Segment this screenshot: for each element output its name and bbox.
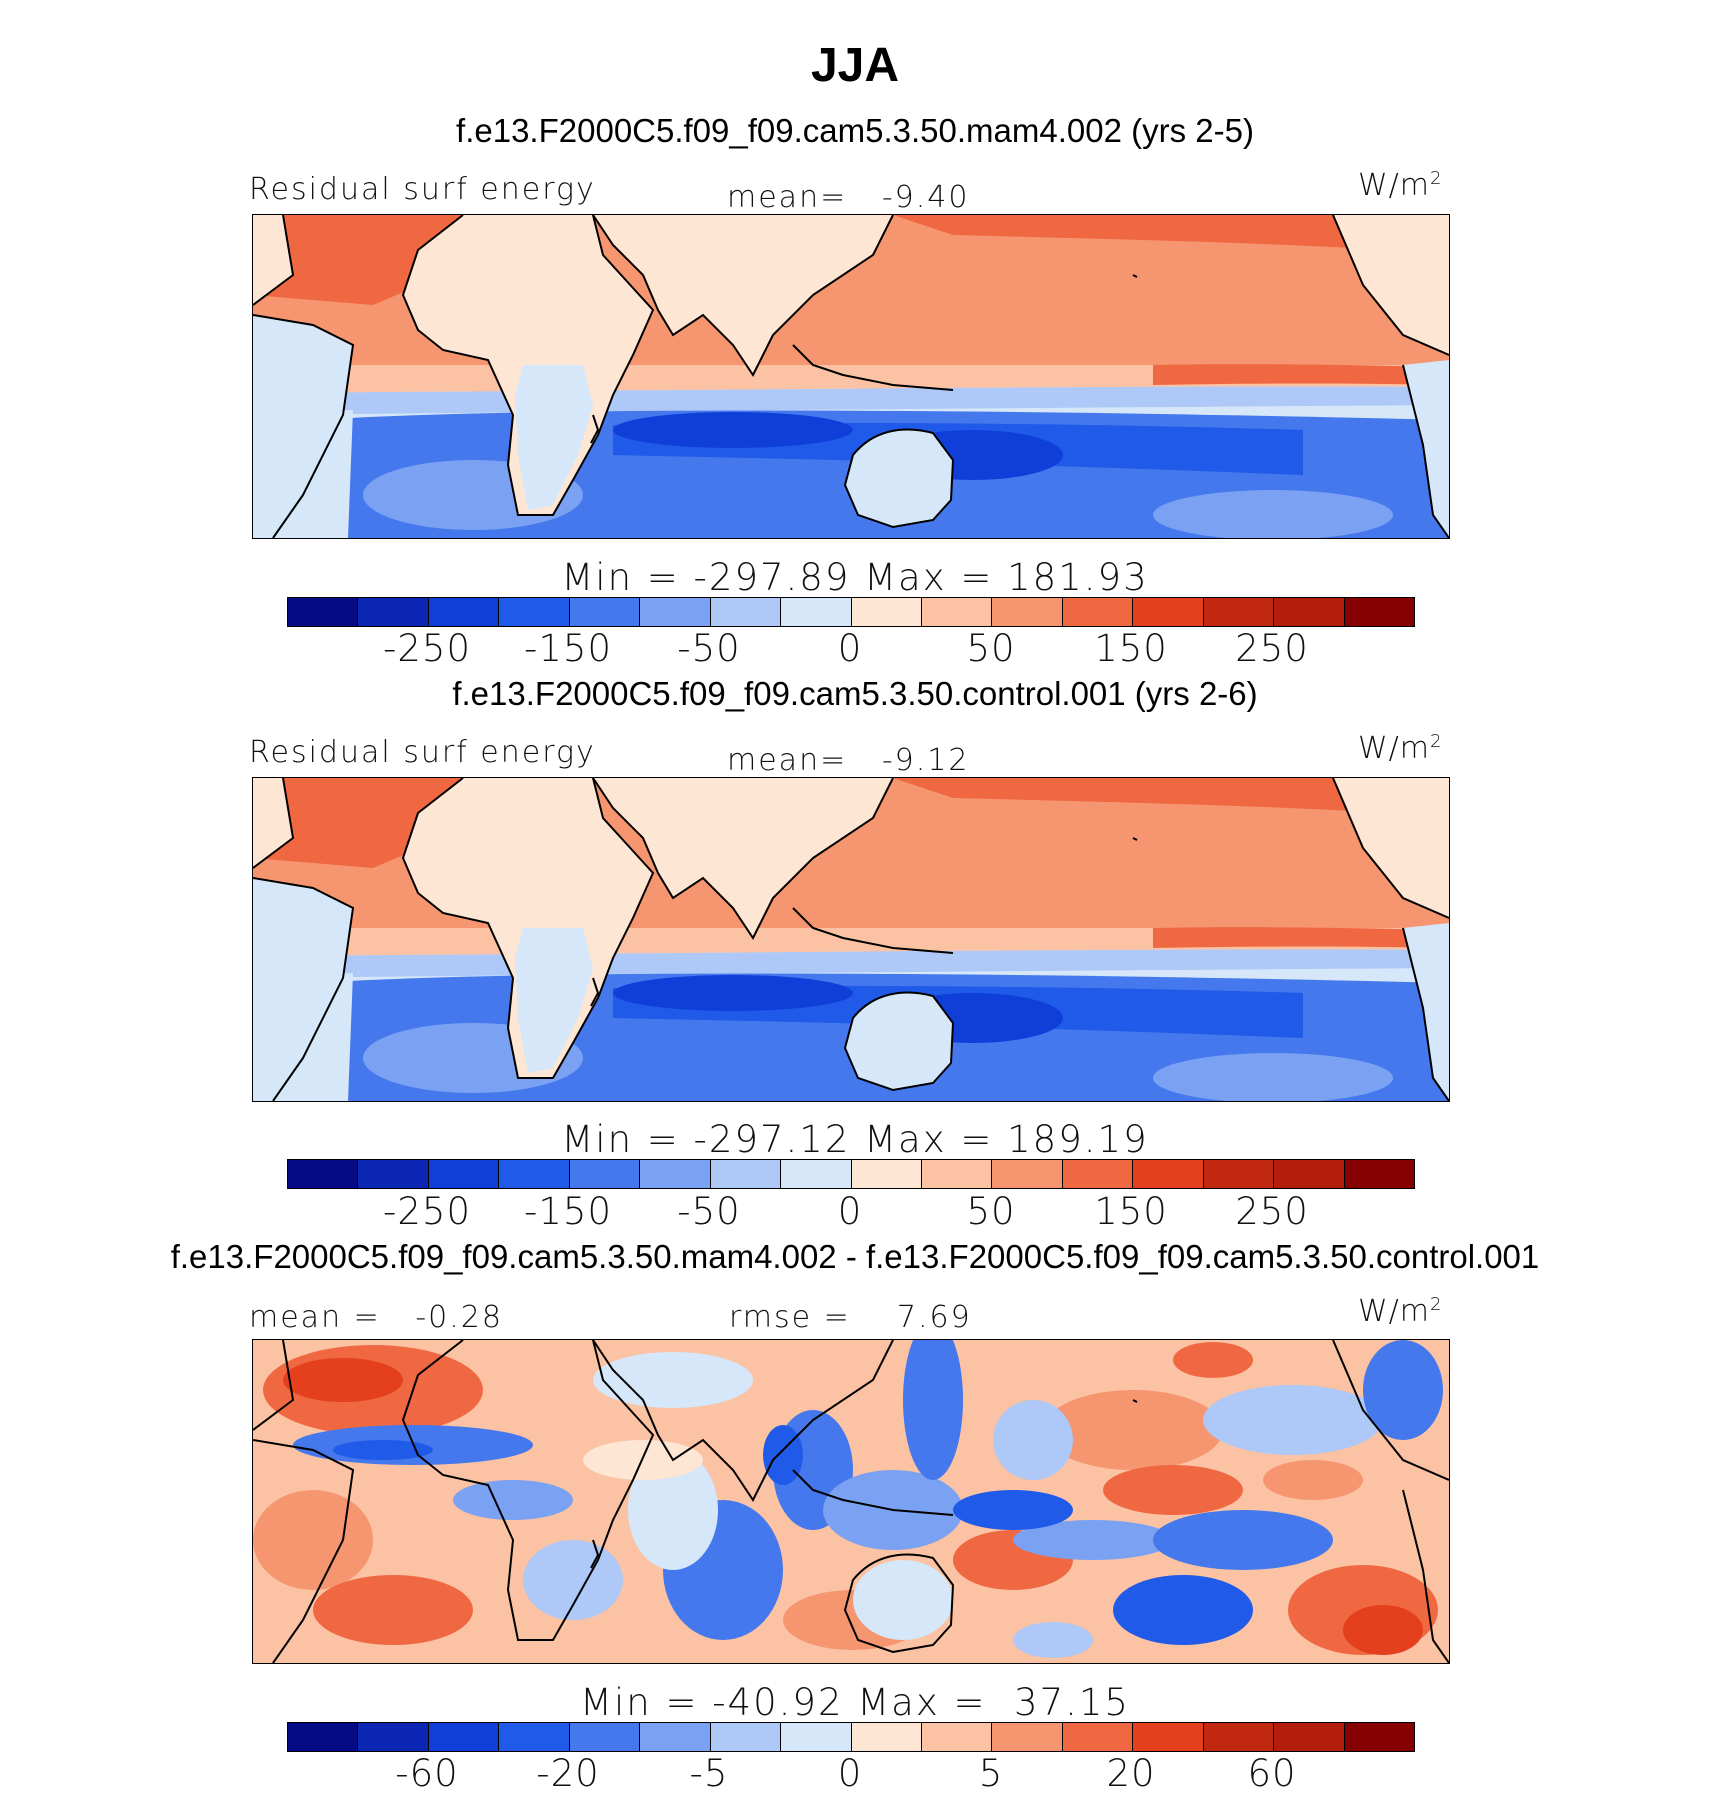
colorbar-swatch bbox=[1344, 598, 1414, 626]
colorbar-swatch bbox=[499, 1723, 570, 1751]
colorbar-swatch bbox=[921, 1160, 993, 1188]
panel-2-tick: 0 bbox=[837, 1190, 863, 1233]
colorbar-swatch bbox=[992, 1160, 1063, 1188]
panel-1-map bbox=[252, 214, 1450, 539]
colorbar-swatch bbox=[428, 1723, 500, 1751]
colorbar-swatch bbox=[569, 1160, 641, 1188]
panel-2-mean-label: mean= -9.12 bbox=[727, 743, 970, 778]
panel-2-tick: 50 bbox=[966, 1190, 1016, 1233]
panel-2-tick: -50 bbox=[677, 1190, 741, 1233]
panel-2-tick: 150 bbox=[1094, 1190, 1168, 1233]
colorbar-swatch bbox=[1062, 598, 1134, 626]
colorbar-swatch bbox=[1062, 1160, 1134, 1188]
panel-2-min-max: Min = -297.12 Max = 189.19 bbox=[561, 1118, 1149, 1161]
colorbar-swatch bbox=[1344, 1160, 1414, 1188]
panel-3-rmse-label: rmse = 7.69 bbox=[729, 1300, 972, 1335]
panel-1-tick: 0 bbox=[837, 627, 863, 670]
panel-3-tick: 60 bbox=[1247, 1752, 1297, 1795]
panel-3-colorbar bbox=[287, 1722, 1415, 1752]
colorbar-swatch bbox=[851, 1723, 922, 1751]
colorbar-swatch bbox=[781, 1160, 852, 1188]
figure-title: JJA bbox=[810, 39, 900, 92]
colorbar-swatch bbox=[428, 1160, 500, 1188]
panel-2-case-title: f.e13.F2000C5.f09_f09.cam5.3.50.control.… bbox=[452, 675, 1258, 712]
colorbar-swatch bbox=[1133, 598, 1204, 626]
colorbar-swatch bbox=[1274, 598, 1345, 626]
colorbar-swatch bbox=[1062, 1723, 1134, 1751]
panel-3-tick: -20 bbox=[536, 1752, 600, 1795]
panel-1-tick: 50 bbox=[966, 627, 1016, 670]
panel-1-case-title: f.e13.F2000C5.f09_f09.cam5.3.50.mam4.002… bbox=[456, 112, 1254, 149]
colorbar-swatch bbox=[358, 1723, 429, 1751]
colorbar-swatch bbox=[992, 1723, 1063, 1751]
colorbar-swatch bbox=[992, 598, 1063, 626]
colorbar-swatch bbox=[1203, 1160, 1275, 1188]
colorbar-swatch bbox=[921, 598, 993, 626]
colorbar-swatch bbox=[288, 1160, 359, 1188]
colorbar-swatch bbox=[569, 598, 641, 626]
colorbar-swatch bbox=[358, 598, 429, 626]
colorbar-swatch bbox=[710, 598, 782, 626]
panel-3-mean-label: mean = -0.28 bbox=[249, 1300, 503, 1335]
panel-3-tick: 5 bbox=[978, 1752, 1004, 1795]
colorbar-swatch bbox=[358, 1160, 429, 1188]
colorbar-swatch bbox=[781, 598, 852, 626]
colorbar-swatch bbox=[640, 598, 711, 626]
panel-1-units: W/m2 bbox=[1358, 168, 1443, 203]
panel-3-units: W/m2 bbox=[1358, 1294, 1443, 1329]
panel-1-min-max: Min = -297.89 Max = 181.93 bbox=[561, 556, 1149, 599]
colorbar-swatch bbox=[1274, 1160, 1345, 1188]
panel-2-units: W/m2 bbox=[1358, 731, 1443, 766]
colorbar-swatch bbox=[499, 598, 570, 626]
colorbar-swatch bbox=[1274, 1723, 1345, 1751]
colorbar-swatch bbox=[428, 598, 500, 626]
panel-3-min-max: Min = -40.92 Max = 37.15 bbox=[580, 1681, 1130, 1724]
colorbar-swatch bbox=[710, 1723, 782, 1751]
panel-2-tick: 250 bbox=[1235, 1190, 1309, 1233]
panel-1-variable-label: Residual surf energy bbox=[249, 172, 596, 207]
colorbar-swatch bbox=[1133, 1723, 1204, 1751]
panel-3-map bbox=[252, 1339, 1450, 1664]
colorbar-swatch bbox=[781, 1723, 852, 1751]
colorbar-swatch bbox=[921, 1723, 993, 1751]
panel-1-tick: -150 bbox=[524, 627, 612, 670]
colorbar-swatch bbox=[1133, 1160, 1204, 1188]
panel-3-case-title: f.e13.F2000C5.f09_f09.cam5.3.50.mam4.002… bbox=[170, 1238, 1540, 1275]
panel-1-mean-label: mean= -9.40 bbox=[727, 180, 970, 215]
panel-2-variable-label: Residual surf energy bbox=[249, 735, 596, 770]
colorbar-swatch bbox=[640, 1160, 711, 1188]
panel-2-map bbox=[252, 777, 1450, 1102]
colorbar-swatch bbox=[1203, 598, 1275, 626]
panel-3-tick: -5 bbox=[689, 1752, 729, 1795]
panel-3-tick: 0 bbox=[837, 1752, 863, 1795]
colorbar-swatch bbox=[851, 598, 922, 626]
panel-2-tick: -150 bbox=[524, 1190, 612, 1233]
colorbar-swatch bbox=[851, 1160, 922, 1188]
panel-3-tick: -60 bbox=[395, 1752, 459, 1795]
panel-3-tick: 20 bbox=[1106, 1752, 1156, 1795]
panel-1-tick: -50 bbox=[677, 627, 741, 670]
colorbar-swatch bbox=[288, 1723, 359, 1751]
panel-1-tick: 150 bbox=[1094, 627, 1168, 670]
panel-2-colorbar bbox=[287, 1159, 1415, 1189]
panel-1-tick: -250 bbox=[383, 627, 471, 670]
colorbar-swatch bbox=[1344, 1723, 1414, 1751]
colorbar-swatch bbox=[499, 1160, 570, 1188]
colorbar-swatch bbox=[640, 1723, 711, 1751]
colorbar-swatch bbox=[288, 598, 359, 626]
panel-1-colorbar bbox=[287, 597, 1415, 627]
colorbar-swatch bbox=[569, 1723, 641, 1751]
colorbar-swatch bbox=[1203, 1723, 1275, 1751]
colorbar-swatch bbox=[710, 1160, 782, 1188]
panel-2-tick: -250 bbox=[383, 1190, 471, 1233]
panel-1-tick: 250 bbox=[1235, 627, 1309, 670]
